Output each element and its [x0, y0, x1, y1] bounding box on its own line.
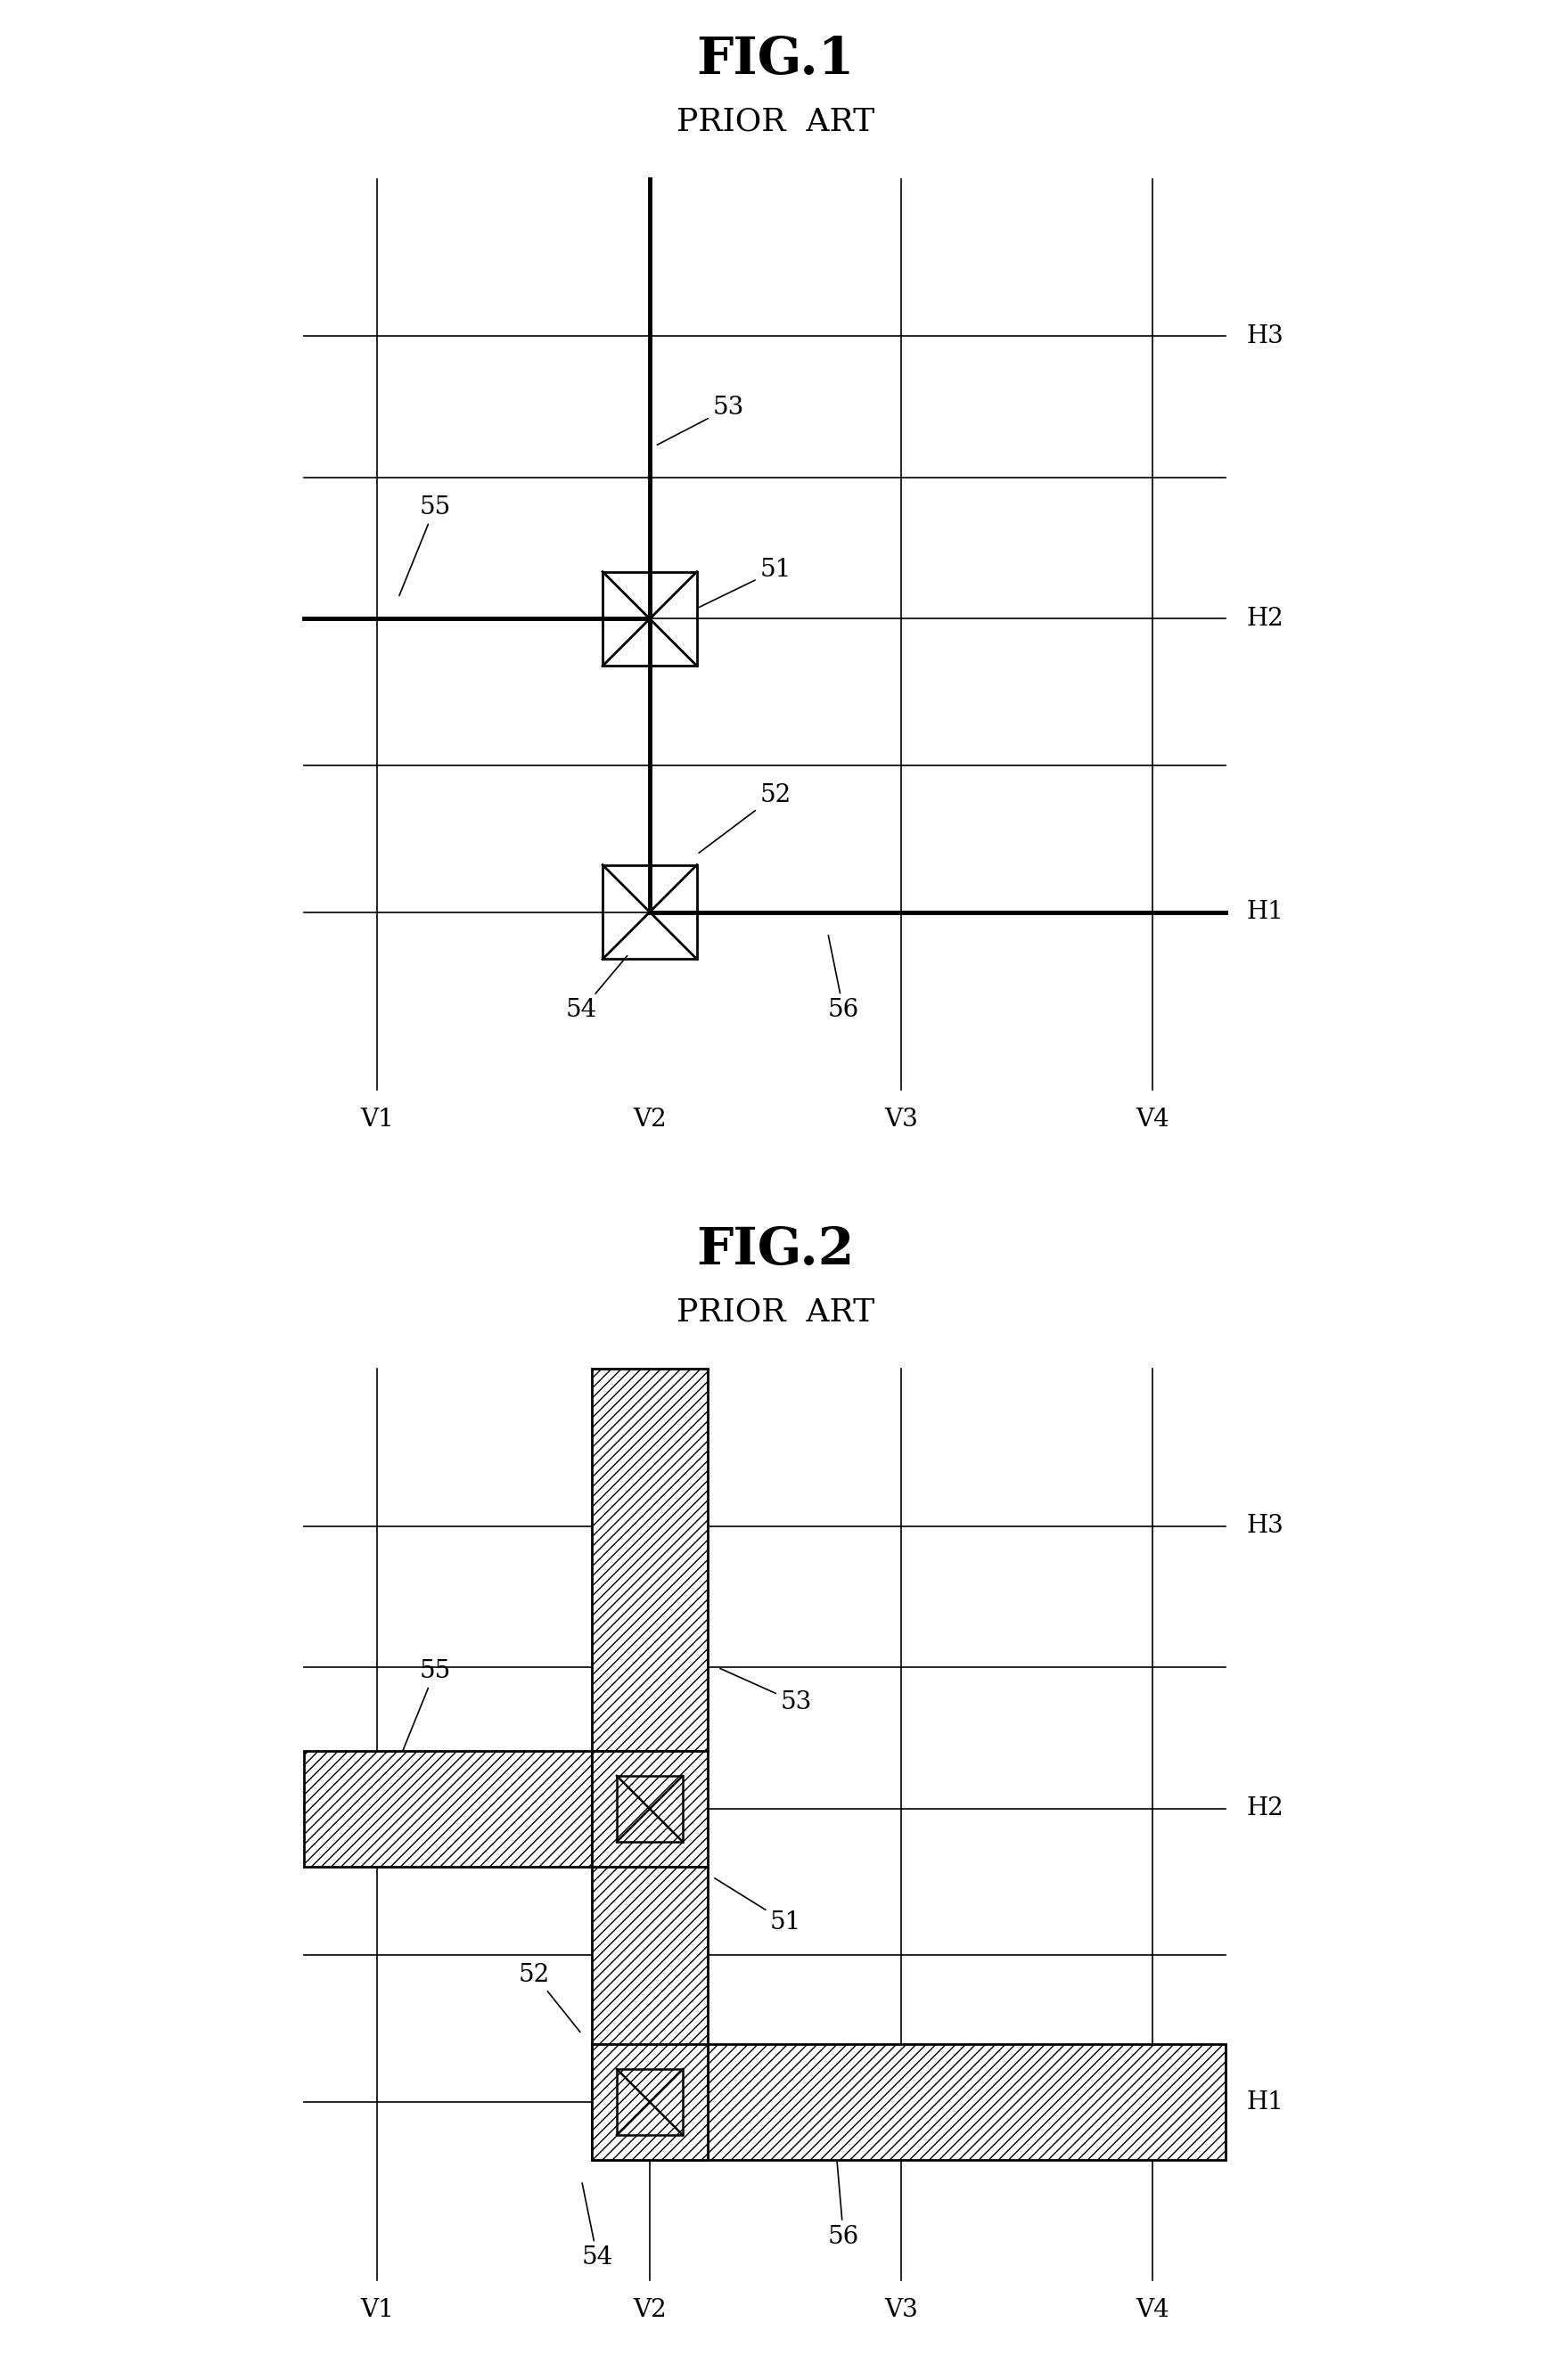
Text: 53: 53 — [657, 395, 744, 445]
Text: 55: 55 — [398, 1659, 451, 1759]
Text: 52: 52 — [519, 1964, 580, 2033]
Text: H3: H3 — [1246, 324, 1283, 347]
Text: PRIOR  ART: PRIOR ART — [676, 107, 874, 138]
Text: V1: V1 — [360, 2297, 394, 2323]
Text: FIG.2: FIG.2 — [696, 1226, 854, 1276]
Text: 53: 53 — [719, 1668, 812, 1714]
Text: V4: V4 — [1135, 1107, 1169, 1133]
Text: V1: V1 — [360, 1107, 394, 1133]
Text: 52: 52 — [699, 783, 790, 852]
Text: 51: 51 — [715, 1878, 801, 1935]
Bar — [304, 1752, 592, 1866]
Text: 55: 55 — [398, 495, 451, 595]
Text: V3: V3 — [883, 1107, 918, 1133]
Bar — [707, 2044, 1224, 2159]
Text: 54: 54 — [566, 957, 626, 1021]
Text: 54: 54 — [581, 2182, 612, 2271]
Bar — [592, 1866, 707, 2159]
Text: 56: 56 — [828, 2056, 859, 2249]
Text: V3: V3 — [883, 2297, 918, 2323]
Polygon shape — [592, 2044, 707, 2159]
Text: FIG.1: FIG.1 — [696, 36, 854, 86]
Text: V2: V2 — [632, 2297, 666, 2323]
Text: H1: H1 — [1246, 2090, 1283, 2113]
Text: 51: 51 — [699, 559, 790, 607]
Text: 56: 56 — [828, 935, 859, 1021]
Text: V4: V4 — [1135, 2297, 1169, 2323]
Text: H2: H2 — [1246, 607, 1283, 631]
Text: H3: H3 — [1246, 1514, 1283, 1537]
Text: H2: H2 — [1246, 1797, 1283, 1821]
Polygon shape — [592, 1752, 707, 1866]
Text: V2: V2 — [632, 1107, 666, 1133]
Text: PRIOR  ART: PRIOR ART — [676, 1297, 874, 1328]
Text: H1: H1 — [1246, 900, 1283, 923]
Bar — [592, 1368, 707, 1752]
